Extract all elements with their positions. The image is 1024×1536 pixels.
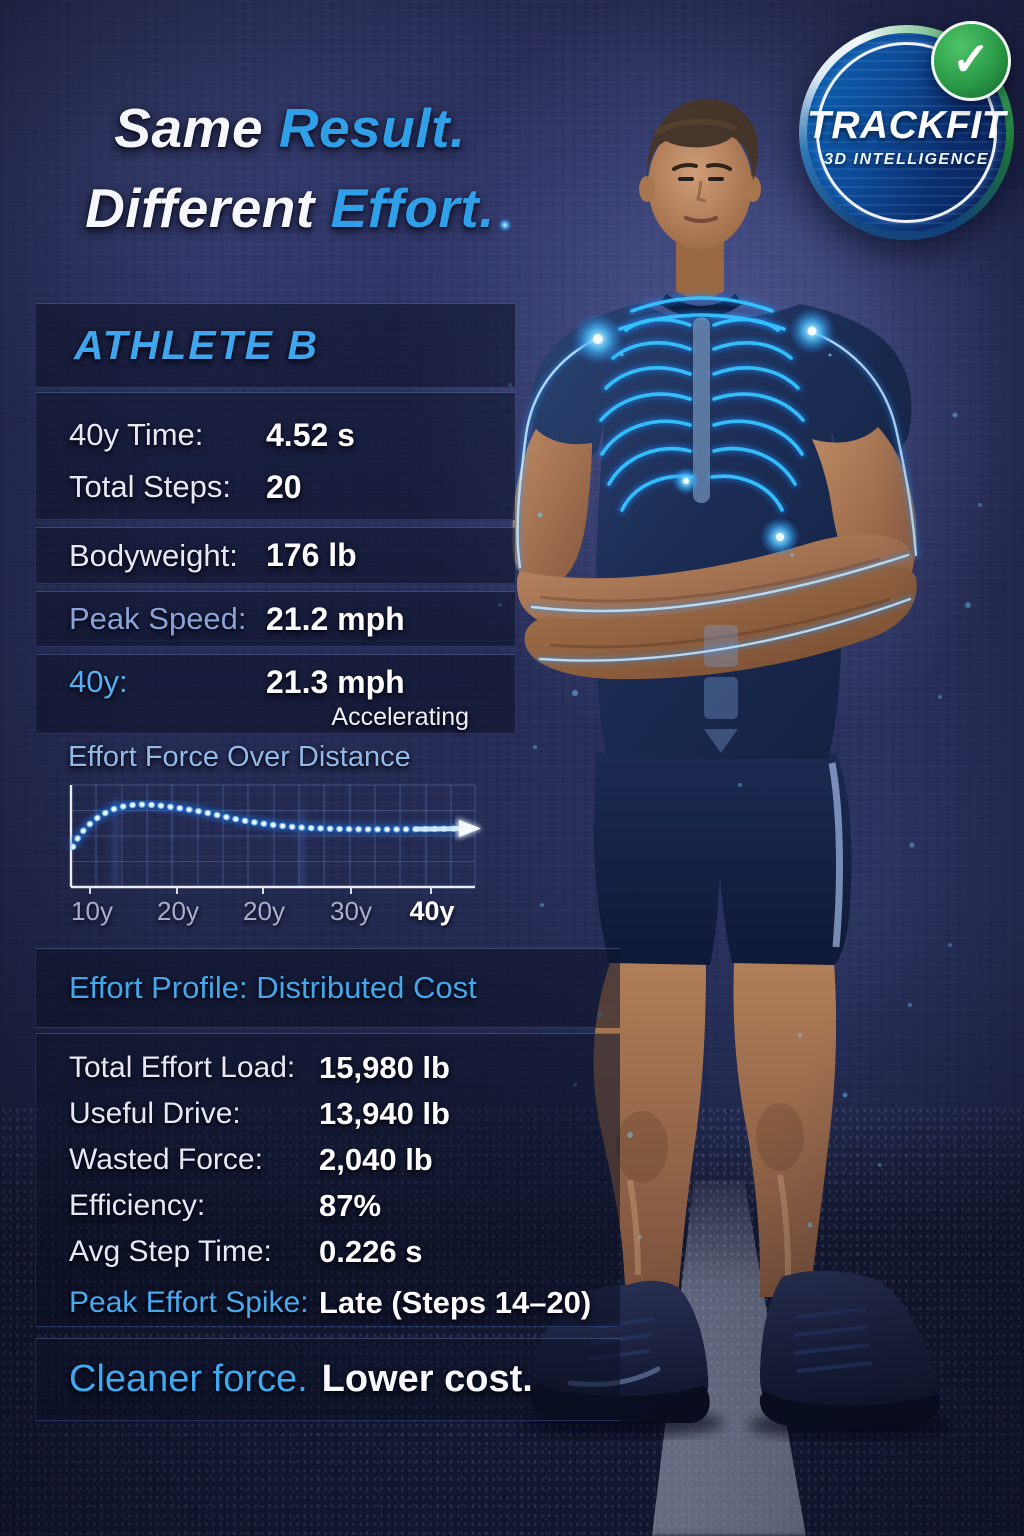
arrow-icon [459, 820, 481, 837]
stat-row-total-steps: Total Steps: 20 [69, 461, 515, 513]
stat-value: 15,980 lb [319, 1050, 450, 1085]
stat-value: 176 lb [266, 537, 357, 573]
stat-row-bodyweight: Bodyweight: 176 lb [69, 528, 515, 583]
stat-row-wasted-force: Wasted Force: 2,040 lb [69, 1137, 620, 1183]
stat-value: 21.2 mph [266, 600, 405, 637]
stat-value: 21.3 mph [266, 663, 405, 700]
headline-line-2: Different Effort. [85, 177, 495, 239]
effort-profile-header: Effort Profile: Distributed Cost [35, 948, 620, 1028]
effort-profile-stats: Total Effort Load: 15,980 lb Useful Driv… [35, 1033, 620, 1327]
stat-label: Total Effort Load: [69, 1051, 296, 1084]
footer-tagline-band: Cleaner force. Lower cost. [35, 1338, 620, 1421]
accelerating-note: Accelerating [331, 703, 469, 731]
trackfit-logo-badge: TRACKFIT 3D INTELLIGENCE ✓ [799, 21, 1014, 240]
stat-row-total-effort-load: Total Effort Load: 15,980 lb [69, 1045, 620, 1091]
chart-x-labels: 10y 20y 20y 30y 40y [35, 896, 515, 932]
stat-label: Efficiency: [69, 1189, 206, 1222]
curve-tail [414, 826, 462, 832]
stat-row-40y-speed: 40y: 21.3 mph [69, 655, 515, 709]
stat-label: Peak Speed: [69, 601, 247, 636]
stat-label: Bodyweight: [69, 537, 238, 573]
stat-label: Total Steps: [69, 469, 231, 504]
athlete-primary-stats: 40y Time: 4.52 s Total Steps: 20 [35, 392, 515, 520]
chart-ticks [89, 887, 432, 894]
stat-value: 2,040 lb [319, 1142, 433, 1177]
logo-tagline-text: 3D INTELLIGENCE [824, 151, 989, 168]
bodyweight-band: Bodyweight: 176 lb [35, 527, 515, 584]
peak-speed-band: Peak Speed: 21.2 mph [35, 591, 515, 647]
stat-row-efficiency: Efficiency: 87% [69, 1183, 620, 1229]
stat-value: 0.226 s [319, 1234, 423, 1269]
stat-row-40y-time: 40y Time: 4.52 s [69, 409, 515, 461]
x-label: 20y [157, 896, 199, 926]
stat-value: 87% [319, 1188, 382, 1223]
athlete-name: ATHLETE B [74, 322, 320, 368]
stat-value: 4.52 s [266, 416, 355, 453]
stat-value: 13,940 lb [319, 1096, 450, 1131]
footer-white-text: Lower cost. [321, 1358, 533, 1400]
effort-curve [71, 802, 463, 849]
logo-brand-text: TRACKFIT [807, 104, 1006, 147]
stat-row-peak-speed: Peak Speed: 21.2 mph [69, 592, 515, 646]
athlete-panel-header: ATHLETE B [35, 303, 515, 388]
stat-label: Wasted Force: [69, 1143, 263, 1176]
headline: Same Result. Different Effort. [55, 88, 525, 248]
stat-value: 20 [266, 468, 302, 505]
stat-row-avg-step-time: Avg Step Time: 0.226 s [69, 1229, 620, 1275]
stat-label: 40y: [69, 664, 128, 699]
stat-value: Late (Steps 14–20) [319, 1285, 592, 1320]
footer-blue-text: Cleaner force. [69, 1358, 308, 1400]
chart-axes [69, 785, 475, 889]
verified-badge: ✓ [931, 21, 1011, 101]
x-label: 30y [330, 896, 372, 926]
x-label: 20y [243, 896, 285, 926]
chart-grid-vertical [95, 785, 476, 887]
stat-label: Peak Effort Spike: [69, 1286, 309, 1319]
checkmark-icon: ✓ [951, 33, 991, 85]
x-label: 10y [71, 896, 113, 926]
stat-label: Useful Drive: [69, 1097, 241, 1130]
stat-label: Avg Step Time: [69, 1235, 272, 1268]
stat-row-useful-drive: Useful Drive: 13,940 lb [69, 1091, 620, 1137]
chart-title: Effort Force Over Distance [68, 741, 411, 773]
speed-40y-band: 40y: 21.3 mph Accelerating [35, 654, 515, 734]
stat-row-peak-effort-spike: Peak Effort Spike: Late (Steps 14–20) [69, 1280, 620, 1326]
headline-line-1: Same Result. [114, 97, 466, 159]
effort-force-chart [68, 784, 482, 894]
stat-label: 40y Time: [69, 417, 204, 452]
x-label: 40y [409, 896, 455, 926]
effort-profile-title: Effort Profile: Distributed Cost [69, 970, 477, 1005]
chart-grid-horizontal [71, 784, 475, 862]
